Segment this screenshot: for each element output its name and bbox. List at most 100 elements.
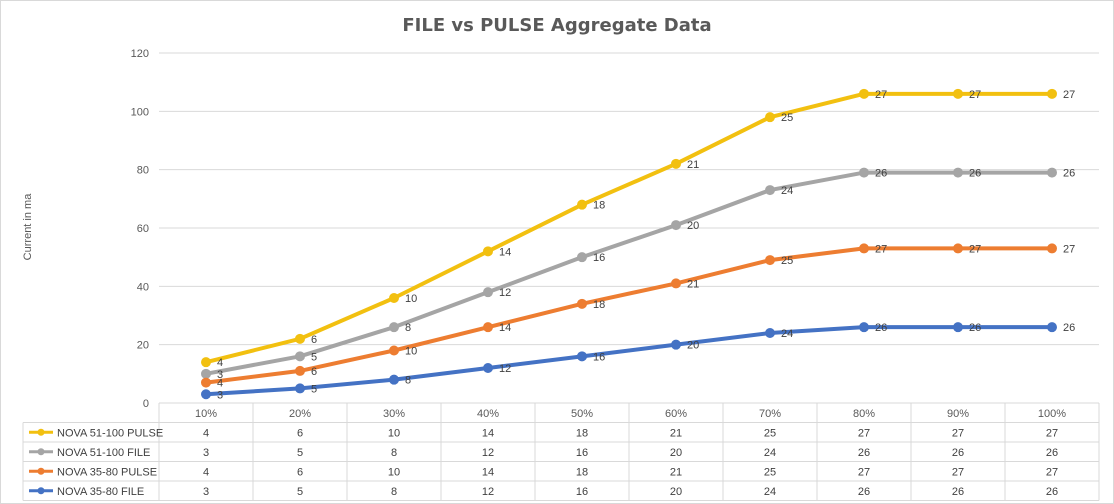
table-cell: 10: [388, 427, 400, 439]
x-category-label: 30%: [383, 408, 405, 420]
table-cell: 18: [576, 427, 588, 439]
data-point: [389, 345, 399, 356]
table-cell: 3: [203, 447, 209, 459]
table-cell: 20: [670, 447, 682, 459]
data-point: [1047, 88, 1057, 99]
x-category-label: 50%: [571, 408, 593, 420]
table-cell: 24: [764, 486, 776, 498]
table-cell: 26: [858, 447, 870, 459]
data-label: 26: [1063, 168, 1075, 180]
table-cell: 26: [1046, 486, 1058, 498]
legend-key-marker: [37, 467, 45, 475]
data-point: [295, 351, 305, 362]
data-point: [295, 333, 305, 344]
data-label: 8: [405, 375, 411, 387]
data-label: 18: [593, 200, 605, 212]
data-point: [859, 88, 869, 99]
data-label: 5: [311, 351, 317, 363]
y-tick-label: 0: [143, 398, 149, 410]
table-cell: 25: [764, 466, 776, 478]
legend-series-name: NOVA 35-80 PULSE: [57, 466, 157, 478]
data-label: 26: [875, 322, 887, 334]
data-point: [859, 243, 869, 254]
data-label: 20: [687, 340, 699, 352]
table-cell: 3: [203, 486, 209, 498]
data-point: [671, 158, 681, 169]
x-category-label: 70%: [759, 408, 781, 420]
data-point: [859, 167, 869, 178]
table-cell: 5: [297, 486, 303, 498]
data-point: [1047, 243, 1057, 254]
data-point: [201, 377, 211, 388]
data-point: [671, 278, 681, 289]
data-point: [201, 357, 211, 368]
series-line: [204, 325, 1054, 397]
data-label: 10: [405, 293, 417, 305]
table-cell: 8: [391, 486, 397, 498]
y-tick-label: 40: [137, 281, 149, 293]
data-label: 21: [687, 159, 699, 171]
data-point: [953, 243, 963, 254]
data-point: [765, 328, 775, 338]
x-category-label: 90%: [947, 408, 969, 420]
data-labels: 4 6 10 14 18 21 25 27 27 27 3 5 8 12 16 20 24 26 26 26 4 6 10 1…: [217, 89, 1075, 401]
table-cell: 12: [482, 447, 494, 459]
table-cell: 26: [1046, 447, 1058, 459]
y-tick-label: 20: [137, 340, 149, 352]
data-label: 3: [217, 369, 223, 381]
x-category-label: 10%: [195, 408, 217, 420]
data-point: [483, 246, 493, 257]
data-label: 8: [405, 322, 411, 334]
data-label: 27: [1063, 89, 1075, 101]
data-label: 14: [499, 246, 511, 258]
data-point: [201, 368, 211, 379]
data-point: [577, 351, 587, 362]
table-cell: 6: [297, 466, 303, 478]
data-label: 25: [781, 112, 793, 124]
table-cell: 4: [203, 427, 209, 439]
legend-series-name: NOVA 51-100 PULSE: [57, 427, 163, 439]
table-cell: 27: [858, 466, 870, 478]
data-label: 27: [875, 89, 887, 101]
data-label: 16: [593, 252, 605, 264]
table-cell: 27: [952, 427, 964, 439]
data-label: 27: [875, 243, 887, 255]
table-cell: 6: [297, 427, 303, 439]
chart-title: FILE vs PULSE Aggregate Data: [402, 15, 711, 36]
data-point: [483, 363, 493, 373]
data-point: [201, 389, 211, 400]
data-label: 26: [969, 322, 981, 334]
series-markers: [201, 88, 1057, 400]
data-point: [483, 322, 493, 333]
x-category-label: 60%: [665, 408, 687, 420]
data-point: [577, 199, 587, 210]
y-tick-label: 60: [137, 223, 149, 235]
table-cell: 26: [858, 486, 870, 498]
table-cell: 10: [388, 466, 400, 478]
data-point: [765, 112, 775, 123]
data-point: [953, 88, 963, 99]
x-category-label: 100%: [1038, 408, 1066, 420]
data-point: [765, 255, 775, 266]
data-label: 12: [499, 363, 511, 375]
table-cell: 16: [576, 486, 588, 498]
table-cell: 16: [576, 447, 588, 459]
data-label: 26: [875, 168, 887, 180]
data-point: [577, 298, 587, 309]
data-point: [483, 287, 493, 298]
data-label: 12: [499, 287, 511, 299]
data-point: [1047, 167, 1057, 178]
legend-key-marker: [37, 448, 45, 456]
data-label: 3: [217, 389, 223, 401]
data-point: [1047, 322, 1057, 333]
data-table: 10% 20% 30% 40% 50% 60% 70% 80% 90% 100% NOVA 51-1…: [22, 402, 1100, 501]
table-cell: 27: [858, 427, 870, 439]
data-point: [295, 383, 305, 394]
table-cell: 21: [670, 427, 682, 439]
data-point: [765, 185, 775, 196]
table-cell: 26: [952, 486, 964, 498]
x-category-label: 40%: [477, 408, 499, 420]
data-point: [671, 339, 681, 350]
